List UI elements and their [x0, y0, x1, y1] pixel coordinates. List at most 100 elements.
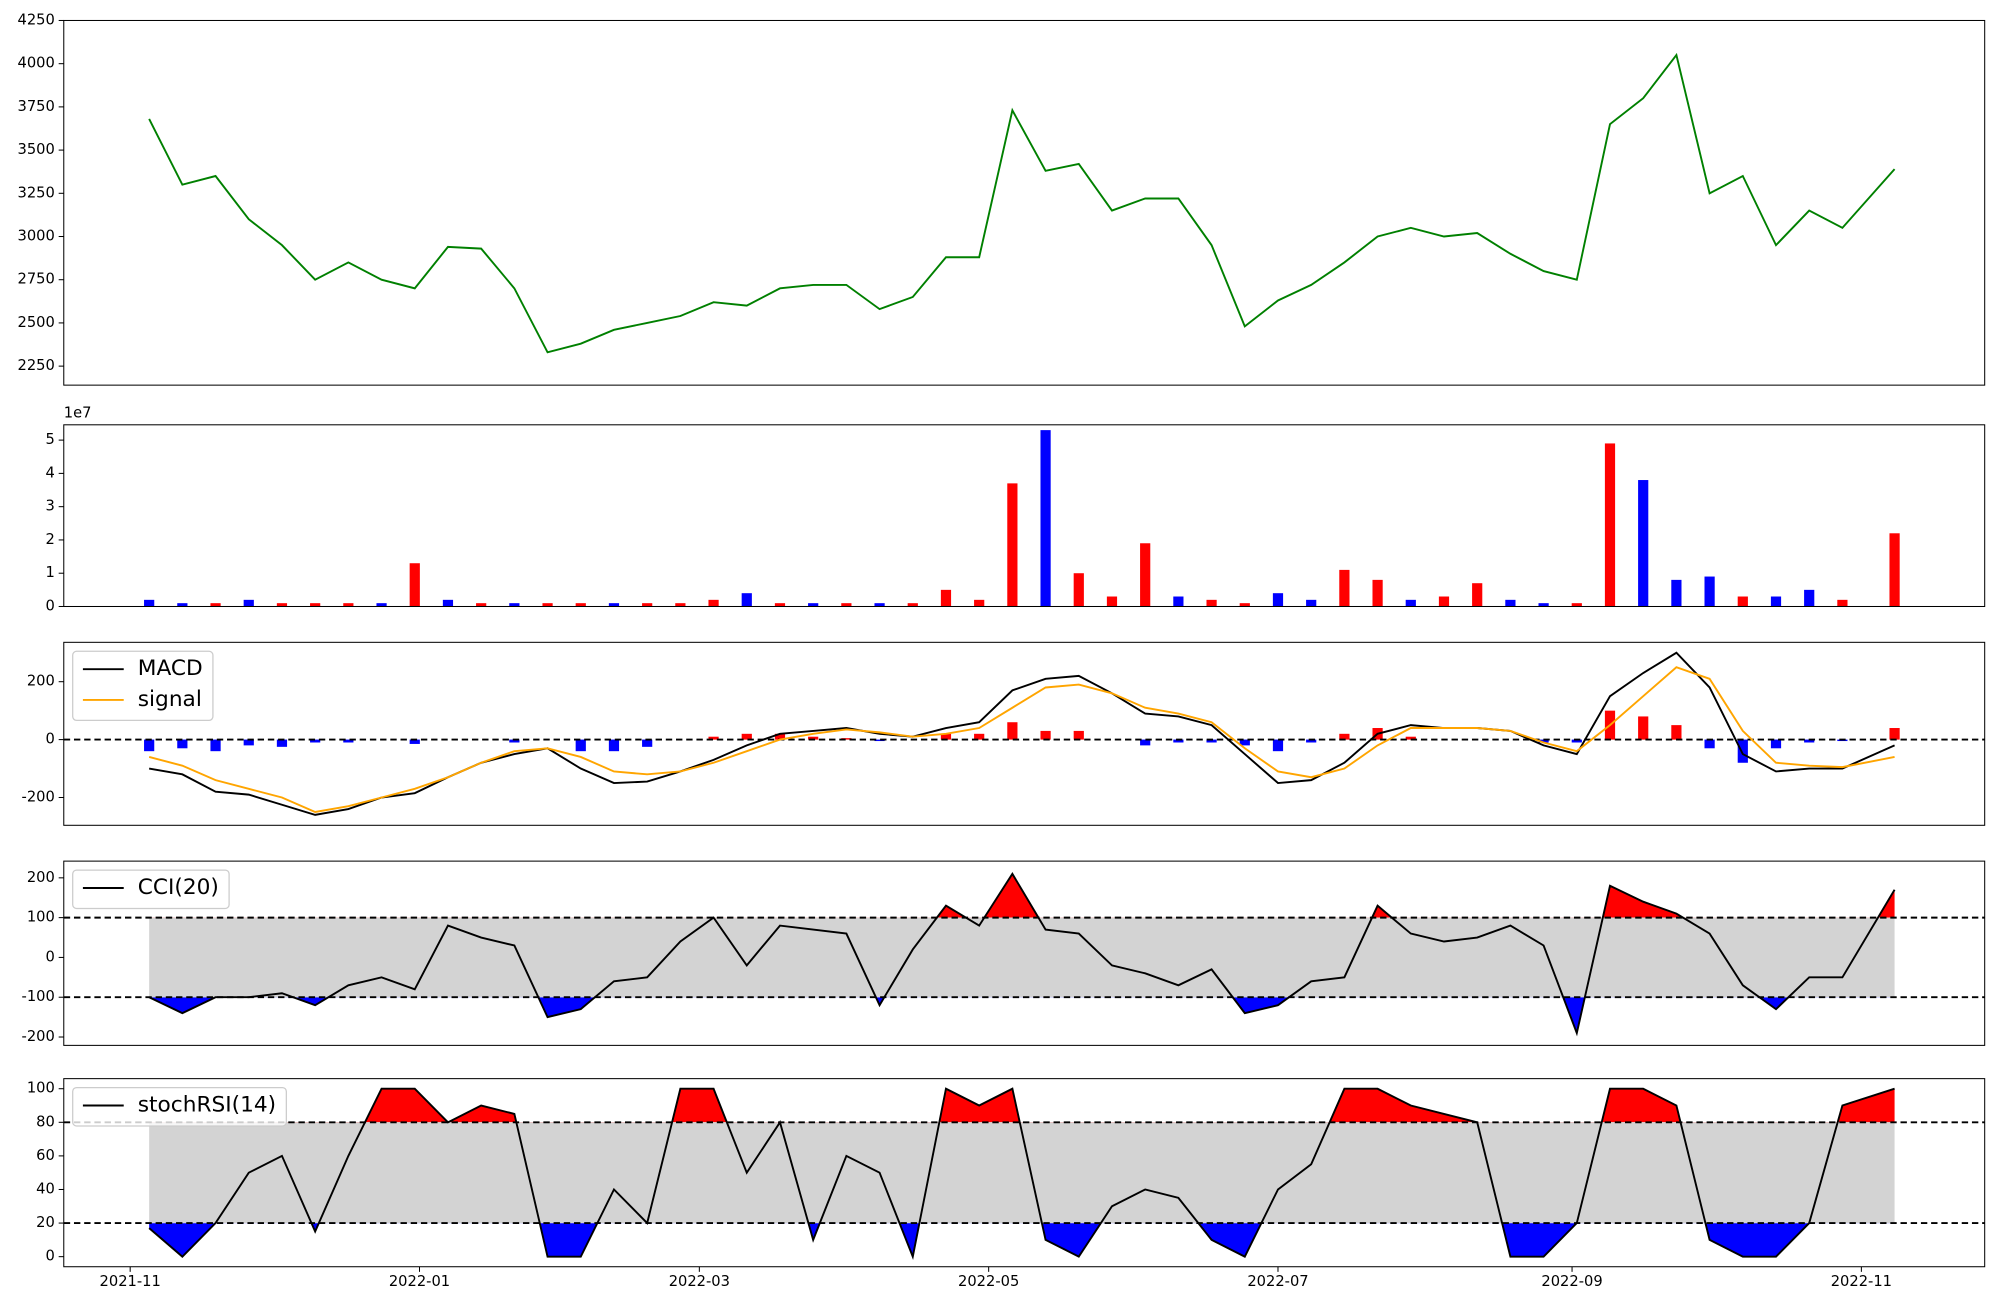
volume-bar — [1837, 599, 1848, 607]
axes-frame — [63, 860, 1986, 1046]
histogram-bar — [841, 738, 852, 740]
volume-bar — [1106, 596, 1118, 607]
histogram-bar — [1538, 739, 1549, 743]
y-tick-label: 1 — [46, 564, 55, 581]
histogram-bar — [343, 739, 354, 743]
legend: CCI(20) — [72, 869, 230, 910]
volume-bar — [741, 593, 752, 607]
volume-bar — [841, 603, 852, 607]
volume-bar — [1073, 573, 1084, 607]
y-tick-label: -200 — [22, 788, 55, 805]
volume-bar — [1173, 596, 1184, 607]
histogram-bar — [1272, 739, 1284, 752]
histogram-bar — [1173, 739, 1184, 743]
volume-bar — [1638, 480, 1649, 607]
series-line — [148, 666, 1895, 813]
volume-bar — [276, 603, 288, 607]
histogram-bar — [608, 739, 620, 752]
histogram-bar — [974, 733, 985, 740]
oversold-fill — [149, 997, 1789, 1034]
legend: MACD signal — [72, 650, 214, 722]
volume-bar — [210, 603, 221, 607]
legend-label: CCI(20) — [138, 875, 219, 900]
histogram-bar — [774, 733, 786, 740]
volume-bar — [1306, 599, 1317, 607]
histogram-bar — [1073, 730, 1084, 740]
volume-bar — [542, 603, 553, 607]
histogram-bar — [708, 736, 719, 740]
histogram-bar — [940, 733, 952, 740]
y-tick-label: 3250 — [18, 184, 55, 201]
y-tick-label: 2750 — [18, 271, 55, 288]
y-tick-label: 2250 — [18, 357, 55, 374]
histogram-bar — [1671, 725, 1682, 740]
y-tick-label: 2 — [46, 531, 55, 548]
volume-bar — [774, 603, 786, 607]
y-tick-label: 0 — [46, 731, 55, 748]
series-line — [148, 651, 1895, 816]
volume-bar — [177, 603, 188, 607]
volume-bar — [409, 563, 420, 607]
volume-bar — [1007, 483, 1018, 607]
volume-bar — [1538, 603, 1549, 607]
histogram-bar — [276, 739, 288, 747]
histogram-bar — [1339, 733, 1350, 740]
volume-bar — [874, 603, 885, 607]
volume-bar — [343, 603, 354, 607]
y-tick-label: -200 — [22, 1028, 55, 1045]
volume-bar — [1804, 589, 1815, 607]
y-tick-label: 3750 — [18, 98, 55, 115]
volume-bar — [642, 603, 653, 607]
histogram-bar — [874, 739, 885, 742]
plot-area — [63, 651, 1985, 816]
y-tick-label: 200 — [27, 869, 55, 886]
histogram-bar — [509, 739, 520, 743]
plot-area — [148, 52, 1896, 354]
plot-area — [63, 1087, 1985, 1261]
y-tick-label: 5 — [46, 431, 55, 448]
y-tick-label: 3 — [46, 498, 55, 515]
oversold-fill — [149, 1223, 1810, 1257]
plot-area — [144, 430, 1900, 607]
x-tick-label: 2022-11 — [1831, 1273, 1892, 1290]
volume-bar — [575, 603, 586, 607]
volume-bar — [1671, 579, 1682, 607]
volume-bar — [1604, 443, 1616, 607]
volume-bar — [243, 599, 254, 607]
y-tick-label: 200 — [27, 673, 55, 690]
y-tick-label: 80 — [36, 1113, 55, 1130]
volume-bar — [907, 603, 918, 607]
histogram-bar — [1770, 739, 1782, 749]
legend-box — [72, 869, 230, 910]
histogram-bar — [1737, 739, 1748, 763]
volume-bar — [509, 603, 520, 607]
volume-bar — [376, 603, 387, 607]
histogram-bar — [575, 739, 586, 752]
overbought-fill — [149, 873, 1895, 918]
histogram-bar — [1040, 730, 1051, 740]
volume-bar — [1889, 533, 1900, 607]
volume-bar — [808, 603, 819, 607]
legend-label: signal — [138, 687, 202, 712]
y-tick-label: 20 — [36, 1214, 55, 1231]
y-tick-label: 0 — [46, 597, 55, 614]
series-line — [148, 52, 1896, 354]
volume-bar — [1770, 596, 1782, 607]
histogram-bar — [1704, 739, 1715, 749]
histogram-bar — [1571, 739, 1582, 743]
legend-box — [72, 1086, 287, 1127]
neutral-band — [149, 917, 1895, 998]
legend-label: MACD — [138, 656, 203, 681]
volume-bar — [1737, 596, 1748, 607]
axes-frame — [63, 1078, 1986, 1268]
y-tick-label: 0 — [46, 948, 55, 965]
y-tick-label: 100 — [27, 909, 55, 926]
histogram-bar — [741, 733, 752, 740]
histogram-bar — [1206, 739, 1217, 743]
y-tick-label: -100 — [22, 988, 55, 1005]
volume-bar — [940, 589, 952, 607]
y-tick-label: 40 — [36, 1180, 55, 1197]
x-tick-label: 2022-05 — [958, 1273, 1019, 1290]
neutral-band — [149, 1122, 1895, 1224]
